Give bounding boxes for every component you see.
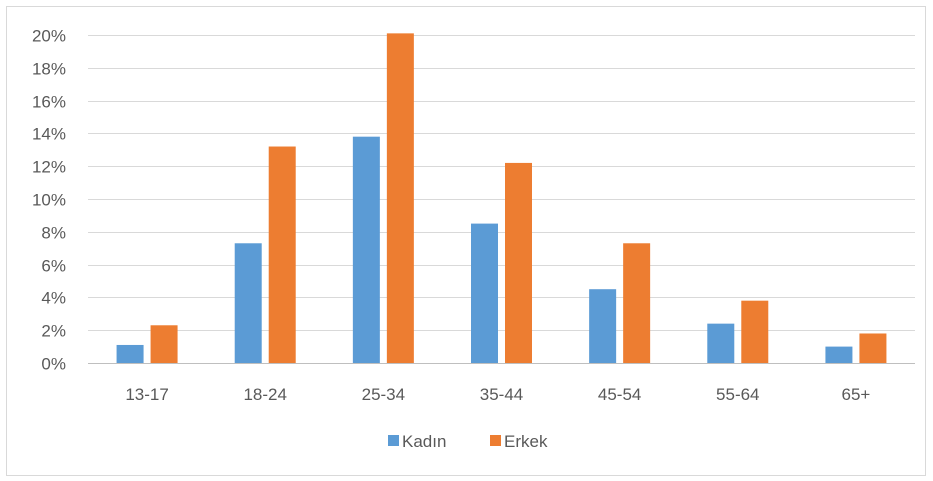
bar-kadin-35-44	[471, 223, 498, 363]
y-tick-label: 14%	[32, 125, 66, 144]
y-tick-label: 16%	[32, 93, 66, 112]
legend: Kadın Erkek	[388, 432, 548, 451]
bar-kadin-65+	[825, 346, 853, 363]
legend-swatch	[490, 435, 501, 446]
bar-erkek-18-24	[268, 146, 296, 363]
y-tick-label: 0%	[41, 355, 66, 374]
bar-erkek-45-54	[623, 243, 651, 363]
bar-kadin-25-34	[352, 136, 380, 363]
legend-swatch	[388, 435, 399, 446]
y-tick-label: 18%	[32, 60, 66, 79]
chart-frame	[6, 6, 926, 476]
x-tick-label: 65+	[842, 385, 871, 404]
bar-kadin-45-54	[589, 289, 617, 363]
x-axis-ticks: 13-17 18-24 25-34 35-44 45-54 55-64 65+	[125, 385, 870, 404]
bar-erkek-25-34	[386, 33, 414, 364]
bar-erkek-55-64	[741, 300, 769, 363]
x-tick-label: 25-34	[362, 385, 405, 404]
x-tick-label: 13-17	[125, 385, 168, 404]
legend-label: Kadın	[402, 432, 446, 451]
bar-erkek-13-17	[150, 325, 178, 363]
bar-kadin-18-24	[234, 243, 262, 363]
y-tick-label: 6%	[41, 257, 66, 276]
y-tick-label: 20%	[32, 27, 66, 46]
bar-erkek-65+	[859, 333, 887, 363]
y-axis-ticks: 0% 2% 4% 6% 8% 10% 12% 14% 16% 18% 20%	[32, 27, 66, 374]
y-tick-label: 12%	[32, 158, 66, 177]
bars	[116, 33, 887, 364]
x-tick-label: 55-64	[716, 385, 759, 404]
y-tick-label: 4%	[41, 289, 66, 308]
bar-kadin-55-64	[707, 323, 735, 363]
gridlines	[88, 35, 915, 364]
x-tick-label: 35-44	[480, 385, 523, 404]
y-tick-label: 2%	[41, 322, 66, 341]
x-tick-label: 18-24	[243, 385, 286, 404]
bar-kadin-13-17	[116, 344, 144, 363]
y-tick-label: 8%	[41, 224, 66, 243]
legend-label: Erkek	[504, 432, 548, 451]
x-tick-label: 45-54	[598, 385, 641, 404]
bar-erkek-35-44	[505, 162, 532, 363]
y-tick-label: 10%	[32, 191, 66, 210]
